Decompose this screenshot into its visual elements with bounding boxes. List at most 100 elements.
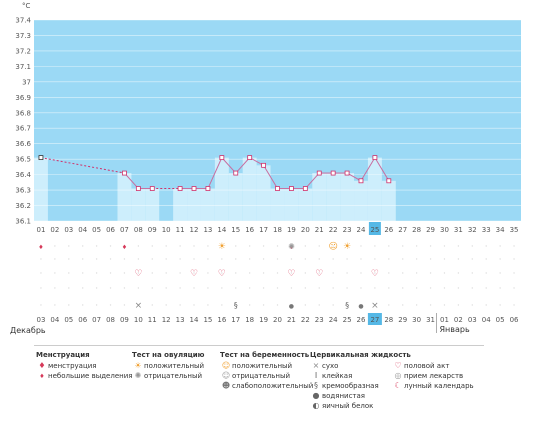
today-highlight	[367, 313, 382, 325]
calendar-date: 05	[496, 316, 505, 324]
empty-slot	[68, 272, 70, 274]
y-tick-label: 36.6	[15, 140, 31, 148]
empty-slot	[499, 272, 501, 274]
empty-slot	[290, 304, 293, 306]
empty-slot	[207, 287, 209, 289]
empty-slot	[123, 258, 126, 260]
cycle-day-label: 03	[64, 226, 73, 234]
line-segment	[374, 157, 390, 182]
empty-slot	[54, 287, 56, 289]
calendar-date: 24	[329, 316, 338, 324]
cross-icon: ×	[371, 301, 379, 311]
cycle-day-label: 27	[398, 226, 407, 234]
temperature-point	[316, 170, 322, 176]
temperature-column	[326, 173, 341, 221]
empty-slot	[54, 304, 56, 306]
empty-slot	[513, 304, 515, 306]
empty-slot	[82, 258, 84, 260]
empty-slot	[123, 272, 126, 274]
empty-slot	[207, 272, 209, 274]
temperature-points	[38, 155, 392, 191]
cycle-day-label: 06	[106, 226, 115, 234]
empty-slot	[248, 304, 251, 306]
empty-slot	[374, 258, 376, 260]
empty-slot	[109, 258, 112, 260]
temperature-column	[173, 188, 188, 221]
legend-item: клейкая	[322, 372, 353, 380]
empty-slot	[457, 272, 460, 274]
calendar-date: 08	[106, 316, 115, 324]
month-label-start: Декабрь	[10, 326, 46, 335]
legend-ovulation-test: Тест на овуляцию ☀ положительный ✺ отрицат…	[132, 351, 205, 381]
y-tick-label: 36.3	[15, 187, 31, 195]
calendar-date: 01	[440, 316, 449, 324]
empty-slot	[374, 245, 376, 247]
temperature-point	[122, 170, 127, 176]
empty-slot	[235, 272, 237, 274]
empty-slot	[513, 245, 515, 247]
empty-slot	[513, 287, 515, 289]
cycle-day-label: 04	[78, 226, 87, 234]
empty-slot	[68, 245, 70, 247]
empty-slot	[290, 287, 293, 289]
temperature-point	[38, 155, 44, 161]
grey-sun-icon: ✺	[288, 242, 295, 251]
cycle-day-label: 01	[36, 226, 45, 234]
calendar-date: 07	[92, 316, 101, 324]
empty-slot	[471, 304, 473, 306]
empty-slot	[485, 245, 487, 247]
legend-menstruation: Менструация ♦ менструация ♦ небольшие выде…	[36, 351, 133, 381]
empty-slot	[193, 272, 195, 274]
empty-slot	[471, 245, 473, 247]
empty-slot	[332, 304, 334, 306]
heart-icon: ♡	[394, 361, 402, 370]
empty-slot	[318, 287, 320, 289]
y-tick-label: 36.4	[15, 171, 31, 179]
empty-slot	[193, 245, 195, 247]
empty-slot	[54, 258, 56, 260]
temperature-point	[191, 186, 197, 191]
moon-icon: ☾	[394, 381, 402, 390]
cycle-day-label: 10	[162, 226, 171, 234]
calendar-dates: 03 04 05 06 07 08 09 10 11 12 13 14 15 16 17 18 19 20 21 22…	[36, 313, 519, 333]
empty-slot	[151, 272, 153, 274]
empty-slot	[95, 258, 98, 260]
empty-slot	[318, 272, 320, 274]
sun-icon: ☀	[134, 361, 142, 370]
heart-icon: ♡	[371, 269, 379, 279]
temperature-fill	[34, 157, 396, 221]
grey-smile-icon: ☺	[221, 371, 231, 380]
empty-slot	[193, 287, 195, 289]
cross-icon: ×	[135, 301, 143, 311]
water-drop-icon: ●	[358, 303, 363, 310]
heart-icon: ♡	[287, 269, 295, 279]
calendar-date: 27	[370, 316, 379, 324]
legend-item: сухо	[322, 362, 339, 370]
legend-item: менструация	[48, 362, 97, 370]
empty-slot	[95, 304, 98, 306]
swirl-icon: §	[345, 301, 349, 310]
legend-item: прием лекарств	[404, 372, 464, 380]
empty-slot	[248, 272, 251, 274]
empty-slot	[235, 304, 237, 306]
bleeding-icon: ♦	[122, 244, 127, 251]
empty-slot	[165, 272, 167, 274]
empty-slot	[318, 245, 320, 247]
temperature-column	[256, 165, 271, 221]
cycle-day-label: 16	[245, 226, 254, 234]
calendar-date: 10	[134, 316, 143, 324]
heart-icon: ♡	[190, 269, 198, 279]
cycle-day-label: 12	[190, 226, 199, 234]
calendar-date: 13	[176, 316, 185, 324]
cycle-day-label: 09	[148, 226, 157, 234]
empty-slot	[193, 258, 195, 260]
y-tick-label: 36.1	[15, 218, 31, 226]
empty-slot	[248, 287, 251, 289]
cycle-day-label: 14	[217, 226, 226, 234]
grid	[34, 19, 521, 222]
legend-item: лунный календарь	[404, 382, 474, 390]
calendar-date: 19	[259, 316, 268, 324]
empty-slot	[415, 245, 418, 247]
cycle-day-label: 13	[203, 226, 212, 234]
